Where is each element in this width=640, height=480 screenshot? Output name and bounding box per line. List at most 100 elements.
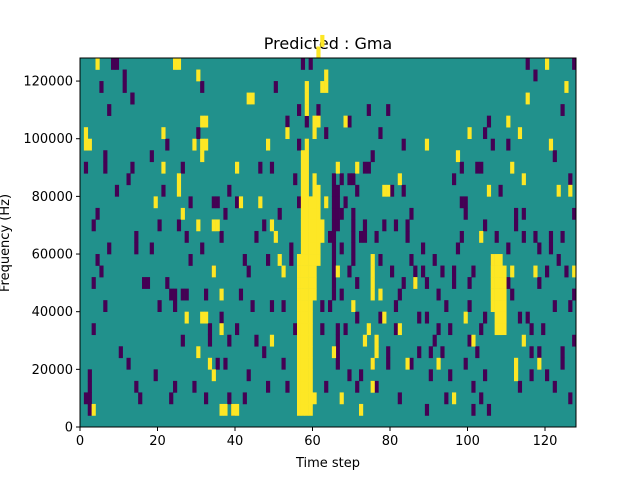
heatmap-cell-high <box>494 288 499 301</box>
heatmap-cell-high <box>200 311 205 324</box>
heatmap-cell-high <box>514 357 519 370</box>
heatmap-cell-high <box>355 161 360 174</box>
heatmap-cell-low <box>134 380 139 393</box>
heatmap-cell-low <box>331 254 337 266</box>
heatmap-cell-high <box>308 403 313 416</box>
heatmap-cell-high <box>304 380 309 393</box>
heatmap-cell-low <box>262 346 267 359</box>
heatmap-cell-high <box>324 69 329 82</box>
heatmap-cell-low <box>463 357 468 370</box>
heatmap-cell-low <box>475 346 480 359</box>
heatmap-cell-low <box>405 230 410 243</box>
heatmap-cell-low <box>409 254 414 266</box>
heatmap-cell-high <box>498 300 503 312</box>
heatmap-cell-low <box>355 184 360 197</box>
heatmap-cell-low <box>506 277 511 289</box>
heatmap-cell-high <box>498 277 503 289</box>
heatmap-cell-low <box>180 334 185 347</box>
heatmap-cell-low <box>459 161 464 174</box>
heatmap-cell-high <box>386 184 391 197</box>
heatmap-cell-high <box>215 219 220 232</box>
heatmap-cell-high <box>223 403 228 416</box>
heatmap-cell-low <box>331 219 337 232</box>
heatmap-cell-low <box>293 323 298 336</box>
x-axis-label: Time step <box>295 456 360 471</box>
heatmap-cell-high <box>176 173 182 186</box>
heatmap-cell-low <box>552 150 557 163</box>
heatmap-cell-low <box>103 161 108 174</box>
heatmap-cell-high <box>273 230 278 243</box>
heatmap-cell-high <box>297 265 302 278</box>
heatmap-cell-high <box>308 288 313 301</box>
y-tick-label: 0 <box>65 421 73 436</box>
heatmap-cell-low <box>517 380 523 393</box>
heatmap-cell-high <box>87 138 92 151</box>
heatmap-cell-high <box>246 92 251 105</box>
heatmap-cell-low <box>374 380 379 393</box>
heatmap-cell-low <box>355 380 360 393</box>
heatmap-cell-high <box>297 288 302 301</box>
heatmap-cell-high <box>490 300 495 312</box>
heatmap-cell-high <box>184 311 189 324</box>
heatmap-cell-low <box>529 323 534 336</box>
heatmap-cell-high <box>211 265 216 278</box>
heatmap-cell-high <box>300 254 306 266</box>
heatmap-cell-low <box>467 334 472 347</box>
heatmap-cell-low <box>223 357 228 370</box>
heatmap-cell-high <box>316 254 321 266</box>
heatmap-cell-low <box>393 300 399 312</box>
heatmap-cell-low <box>308 58 313 70</box>
heatmap-cell-high <box>471 334 476 347</box>
heatmap-cell-low <box>448 323 453 336</box>
heatmap-cell-high <box>200 138 205 151</box>
heatmap-cell-low <box>362 230 368 243</box>
heatmap-cell-high <box>572 265 577 278</box>
heatmap-cell-high <box>308 392 313 405</box>
heatmap-cell-low <box>514 207 519 220</box>
heatmap-cell-high <box>308 357 313 370</box>
heatmap-cell-high <box>320 81 325 93</box>
heatmap-cell-low <box>107 242 112 255</box>
heatmap-cell-high <box>351 300 356 312</box>
heatmap-cell-low <box>483 311 488 324</box>
heatmap-cell-low <box>378 127 383 140</box>
heatmap-cell-low <box>103 150 108 163</box>
heatmap-cell-low <box>289 242 294 255</box>
heatmap-cell-low <box>564 265 569 278</box>
heatmap-cell-high <box>304 357 309 370</box>
heatmap-cell-low <box>176 219 182 232</box>
heatmap-cell-high <box>83 127 89 140</box>
heatmap-cell-low <box>432 254 437 266</box>
heatmap-cell-high <box>308 207 313 220</box>
heatmap-cell-low <box>126 357 131 370</box>
heatmap-cell-low <box>223 207 228 220</box>
heatmap-cell-low <box>452 265 457 278</box>
heatmap-cell-low <box>246 369 251 382</box>
heatmap-cell-high <box>308 219 313 232</box>
heatmap-cell-low <box>304 115 309 128</box>
heatmap-cell-high <box>176 184 182 197</box>
heatmap-cell-low <box>235 196 240 209</box>
heatmap-cell-low <box>537 277 542 289</box>
heatmap-cell-low <box>339 173 344 186</box>
heatmap-cell-low <box>238 288 244 301</box>
heatmap-cell-high <box>211 219 216 232</box>
heatmap-cell-low <box>397 392 402 405</box>
x-tick-label: 80 <box>382 434 399 449</box>
heatmap-cell-low <box>335 357 340 370</box>
heatmap-cell-low <box>463 196 468 209</box>
heatmap-cell-high <box>95 58 100 70</box>
heatmap-cell-low <box>227 184 232 197</box>
heatmap-cell-low <box>351 207 356 220</box>
heatmap-cell-low <box>130 92 135 105</box>
heatmap-cell-low <box>87 392 92 405</box>
heatmap-cell-high <box>312 219 317 232</box>
heatmap-cell-high <box>479 230 484 243</box>
x-tick-label: 40 <box>227 434 244 449</box>
heatmap-cell-low <box>568 300 573 312</box>
heatmap-cell-high <box>517 127 523 140</box>
heatmap-cell-high <box>370 380 375 393</box>
heatmap-cell-high <box>300 184 306 197</box>
heatmap-cell-high <box>320 34 325 47</box>
heatmap-cell-high <box>502 265 507 278</box>
